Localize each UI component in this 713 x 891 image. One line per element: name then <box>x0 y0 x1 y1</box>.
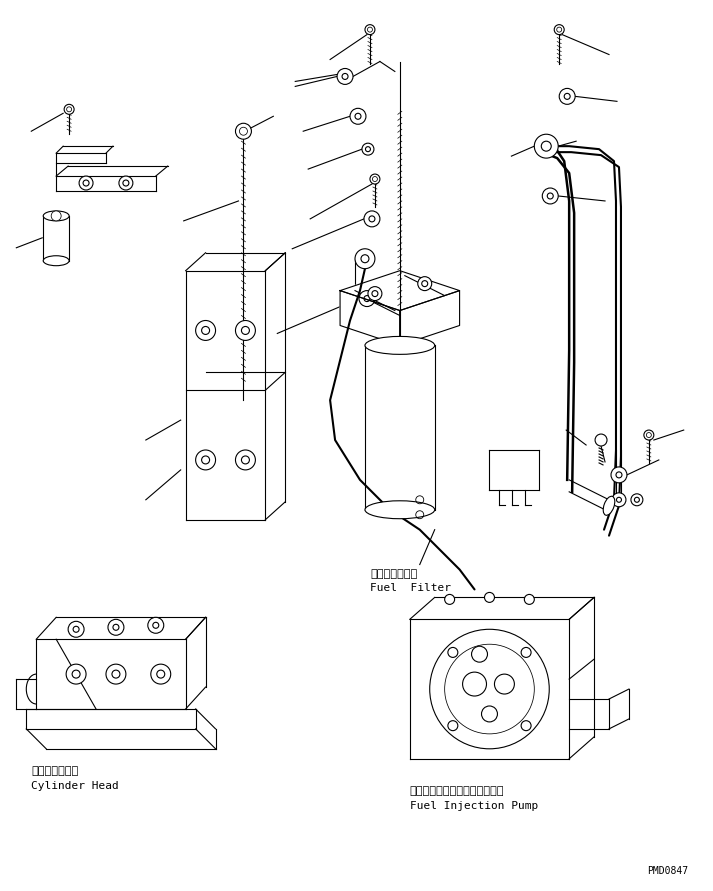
Circle shape <box>631 494 643 506</box>
Circle shape <box>521 721 531 731</box>
Circle shape <box>79 176 93 190</box>
Circle shape <box>422 281 428 287</box>
Circle shape <box>611 467 627 483</box>
Circle shape <box>119 176 133 190</box>
Circle shape <box>242 456 250 464</box>
Circle shape <box>235 450 255 470</box>
Circle shape <box>202 456 210 464</box>
Text: Fuel  Filter: Fuel Filter <box>370 584 451 593</box>
Circle shape <box>617 497 622 503</box>
Circle shape <box>123 180 129 186</box>
Circle shape <box>635 497 640 503</box>
Polygon shape <box>340 271 460 311</box>
Circle shape <box>342 73 348 79</box>
Circle shape <box>202 326 210 334</box>
Circle shape <box>463 672 486 696</box>
Circle shape <box>543 188 558 204</box>
Circle shape <box>72 670 80 678</box>
Circle shape <box>51 211 61 221</box>
Circle shape <box>337 69 353 85</box>
Circle shape <box>548 193 553 199</box>
Circle shape <box>235 321 255 340</box>
Circle shape <box>64 104 74 114</box>
Circle shape <box>430 629 549 748</box>
Circle shape <box>66 664 86 684</box>
Circle shape <box>195 321 215 340</box>
Circle shape <box>148 617 164 634</box>
Circle shape <box>362 143 374 155</box>
Circle shape <box>644 430 654 440</box>
Circle shape <box>372 290 378 297</box>
Circle shape <box>106 664 126 684</box>
Circle shape <box>68 621 84 637</box>
Circle shape <box>73 626 79 633</box>
Circle shape <box>108 619 124 635</box>
Ellipse shape <box>603 496 615 515</box>
Text: フェルフィルタ: フェルフィルタ <box>370 569 417 579</box>
Circle shape <box>112 670 120 678</box>
Circle shape <box>355 113 361 119</box>
Circle shape <box>366 147 371 151</box>
Ellipse shape <box>43 256 69 266</box>
Text: フェルインジェクションポンプ: フェルインジェクションポンプ <box>410 786 504 796</box>
Circle shape <box>364 296 370 301</box>
Circle shape <box>485 593 494 602</box>
Circle shape <box>350 109 366 124</box>
Circle shape <box>151 664 170 684</box>
Circle shape <box>481 706 498 722</box>
Circle shape <box>559 88 575 104</box>
Circle shape <box>521 648 531 658</box>
Circle shape <box>448 648 458 658</box>
Ellipse shape <box>365 501 435 519</box>
Circle shape <box>494 674 514 694</box>
Circle shape <box>534 135 558 158</box>
Circle shape <box>153 622 159 628</box>
Circle shape <box>157 670 165 678</box>
Text: PMD0847: PMD0847 <box>647 866 689 877</box>
Circle shape <box>541 141 551 151</box>
Text: Cylinder Head: Cylinder Head <box>31 781 119 790</box>
Circle shape <box>445 594 455 604</box>
Polygon shape <box>400 290 460 346</box>
Circle shape <box>359 290 375 307</box>
Circle shape <box>235 123 252 139</box>
Circle shape <box>242 326 250 334</box>
Circle shape <box>369 216 375 222</box>
Circle shape <box>616 472 622 478</box>
Circle shape <box>418 277 431 290</box>
Circle shape <box>524 594 534 604</box>
Circle shape <box>355 249 375 269</box>
Circle shape <box>361 255 369 263</box>
Text: Fuel Injection Pump: Fuel Injection Pump <box>410 801 538 811</box>
Circle shape <box>612 493 626 507</box>
Circle shape <box>370 174 380 184</box>
Polygon shape <box>340 290 400 346</box>
Circle shape <box>113 625 119 630</box>
Circle shape <box>368 287 382 300</box>
Ellipse shape <box>43 211 69 221</box>
Circle shape <box>195 450 215 470</box>
Text: シリンダヘッド: シリンダヘッド <box>31 765 78 776</box>
Circle shape <box>365 25 375 35</box>
Circle shape <box>564 94 570 100</box>
Ellipse shape <box>365 337 435 355</box>
Circle shape <box>83 180 89 186</box>
Circle shape <box>364 211 380 227</box>
Circle shape <box>471 646 488 662</box>
Circle shape <box>448 721 458 731</box>
Circle shape <box>554 25 564 35</box>
Circle shape <box>595 434 607 446</box>
